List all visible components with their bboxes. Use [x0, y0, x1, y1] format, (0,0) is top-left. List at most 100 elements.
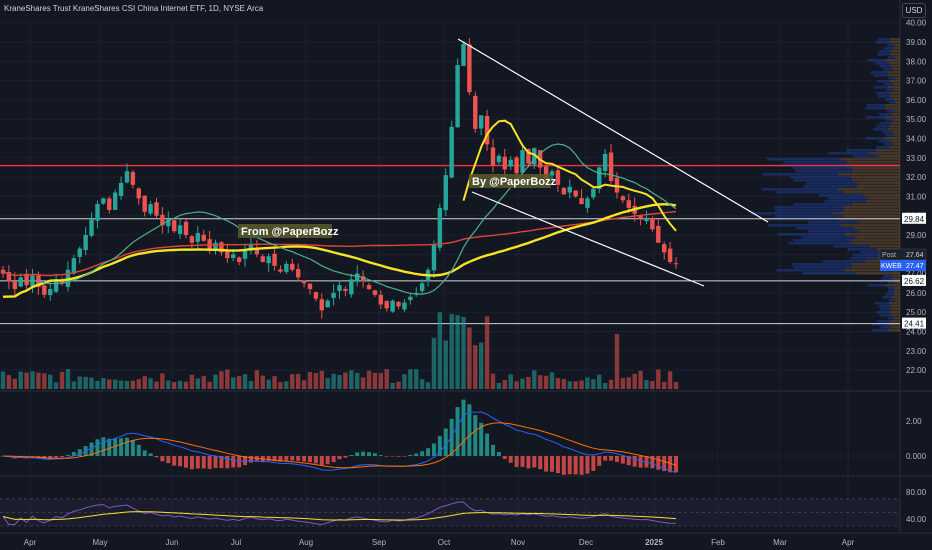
volume-profile-bar — [873, 128, 888, 131]
volume-profile-bar — [888, 77, 895, 80]
svg-text:26.62: 26.62 — [904, 277, 925, 286]
volume-bar — [626, 377, 631, 389]
volume-profile-bar — [788, 242, 850, 245]
candle — [236, 256, 242, 266]
candle — [89, 212, 94, 238]
volume-profile-bar — [867, 197, 900, 200]
svg-text:Post: Post — [882, 252, 896, 259]
candle — [561, 186, 567, 195]
volume-profile-bar — [851, 167, 900, 170]
rsi-tick: 40.00 — [906, 515, 927, 524]
volume-bar — [142, 376, 147, 389]
volume-profile-bar — [888, 290, 895, 293]
volume-profile-bar — [843, 191, 900, 194]
macd-histogram-bar — [384, 456, 389, 457]
volume-bar — [355, 372, 360, 389]
volume-bar — [673, 382, 679, 389]
volume-profile-bar — [879, 65, 891, 68]
macd-histogram-bar — [437, 436, 442, 456]
macd-histogram-bar — [638, 456, 643, 468]
macd-histogram-bar — [77, 449, 82, 456]
candle — [183, 219, 189, 239]
volume-bar — [65, 369, 71, 389]
volume-profile-bar — [876, 125, 890, 128]
volume-bar — [313, 373, 319, 389]
candle — [496, 153, 502, 165]
volume-profile-bar — [843, 209, 900, 212]
time-tick: Apr — [842, 538, 855, 547]
volume-profile-bar — [889, 320, 900, 323]
macd-histogram-bar — [550, 456, 555, 472]
annotation-by: By @PaperBozz — [469, 174, 557, 188]
candle — [508, 156, 513, 170]
macd-tick: 2.00 — [906, 417, 922, 426]
volume-bar — [490, 373, 496, 389]
volume-bar — [484, 316, 490, 389]
volume-bar — [520, 378, 525, 389]
volume-bar — [95, 380, 100, 389]
volume-profile-bar — [874, 302, 889, 305]
macd-histogram-bar — [154, 456, 159, 458]
level-badge-24: 24.41 — [902, 317, 926, 329]
chart-title: KraneShares Trust KraneShares CSI China … — [4, 4, 264, 13]
candle — [260, 254, 265, 263]
volume-bar — [18, 371, 23, 389]
candle — [124, 163, 130, 184]
volume-bar — [343, 372, 348, 389]
volume-profile-bar — [890, 305, 900, 308]
volume-profile-bar — [887, 86, 900, 89]
volume-bar — [154, 381, 159, 389]
candle — [661, 241, 667, 260]
volume-profile-bar — [875, 62, 889, 65]
volume-profile-bar — [894, 287, 900, 290]
volume-bar — [30, 371, 35, 389]
volume-profile-bar — [865, 137, 885, 140]
volume-bar — [242, 374, 248, 389]
ma-green-line — [26, 143, 677, 295]
macd-histogram-bar — [591, 456, 596, 471]
volume-bar — [538, 375, 543, 389]
candle — [213, 239, 218, 255]
macd-histogram-bar — [319, 456, 324, 466]
candle — [443, 168, 448, 217]
time-tick: Mar — [773, 538, 787, 547]
macd-histogram-bar — [343, 456, 348, 458]
volume-bar — [42, 373, 47, 389]
volume-bar — [366, 370, 372, 389]
ma-yellow-line — [2, 202, 677, 298]
volume-profile-bar — [828, 152, 868, 155]
candle — [319, 293, 324, 319]
candle — [360, 270, 366, 288]
volume-profile-bar — [893, 98, 900, 101]
volume-bar — [478, 342, 484, 389]
rsi-pane: 80.00 40.00 — [0, 488, 927, 527]
candle — [597, 166, 602, 194]
candle — [372, 289, 378, 298]
volume-bar — [543, 375, 549, 389]
macd-histogram-bar — [178, 456, 183, 467]
volume-bar — [597, 374, 602, 389]
volume-profile-bar — [884, 104, 900, 107]
volume-bar — [177, 380, 183, 389]
volume-profile-bar — [852, 266, 900, 269]
time-tick: Aug — [299, 538, 313, 547]
macd-histogram-bar — [603, 456, 608, 461]
currency-button[interactable]: USD — [902, 3, 926, 18]
volume-profile-bar — [887, 287, 895, 290]
time-tick: Nov — [511, 538, 525, 547]
candle — [390, 299, 395, 313]
volume-profile-bar — [889, 146, 900, 149]
volume-bar — [632, 373, 637, 389]
volume-bar — [567, 381, 572, 389]
volume-bar — [390, 382, 395, 389]
candle — [467, 38, 472, 95]
candle — [6, 265, 12, 290]
candle — [573, 190, 578, 198]
volume-profile-bar — [867, 284, 886, 287]
candle — [366, 282, 372, 291]
volume-profile-bar — [802, 272, 857, 275]
volume-profile-bar — [890, 65, 900, 68]
volume-bar — [201, 375, 206, 389]
